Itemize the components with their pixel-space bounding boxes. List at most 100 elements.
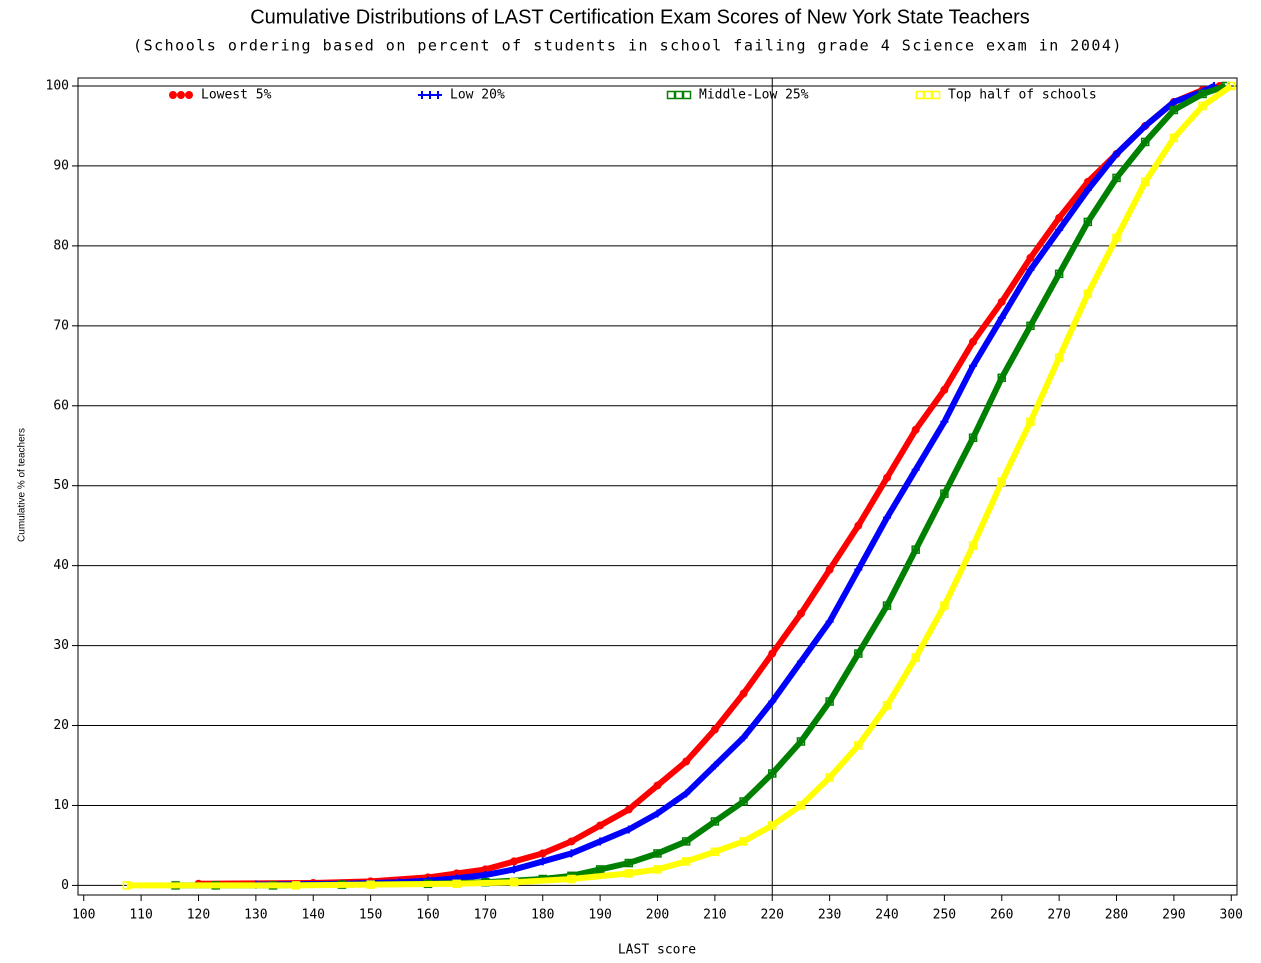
legend-label: Lowest 5% <box>201 88 272 103</box>
marker <box>768 821 777 830</box>
marker <box>1083 289 1093 299</box>
marker <box>940 601 949 610</box>
y-tick-label: 10 <box>53 798 69 813</box>
marker <box>825 565 834 574</box>
legend-marker <box>169 91 177 99</box>
marker <box>653 781 662 790</box>
x-tick-label: 260 <box>990 908 1013 923</box>
x-tick-label: 250 <box>933 908 956 923</box>
chart-subtitle: (Schools ordering based on percent of st… <box>133 37 1123 55</box>
marker <box>1026 321 1035 331</box>
marker <box>1054 269 1064 279</box>
x-tick-label: 180 <box>531 908 554 923</box>
y-tick-label: 50 <box>53 478 69 493</box>
marker <box>768 697 777 706</box>
marker <box>567 849 576 858</box>
marker <box>1169 105 1179 115</box>
marker <box>997 373 1007 383</box>
marker <box>796 609 805 618</box>
marker <box>1026 417 1035 426</box>
marker <box>1083 217 1093 227</box>
y-tick-label: 0 <box>61 878 69 893</box>
marker <box>624 869 634 878</box>
marker <box>1054 353 1064 363</box>
marker <box>825 697 834 706</box>
marker <box>883 473 892 482</box>
marker <box>509 877 519 887</box>
x-tick-label: 100 <box>72 908 95 923</box>
y-tick-label: 40 <box>53 558 69 573</box>
marker <box>624 805 633 814</box>
marker <box>997 313 1006 322</box>
marker <box>681 837 691 846</box>
marker <box>854 649 863 658</box>
marker <box>854 565 863 574</box>
marker <box>1112 173 1121 183</box>
marker <box>682 757 691 766</box>
x-axis-label: LAST score <box>618 943 696 958</box>
marker <box>882 701 892 710</box>
marker <box>538 849 547 858</box>
marker <box>1026 265 1035 274</box>
legend-marker <box>931 90 941 100</box>
marker <box>510 865 519 874</box>
series-line <box>126 83 1233 889</box>
marker <box>1169 133 1179 143</box>
y-axis-label: Cumulative % of teachers <box>17 428 28 542</box>
legend-marker <box>177 91 185 99</box>
marker <box>291 881 301 890</box>
marker <box>1140 137 1150 147</box>
y-tick-label: 100 <box>46 78 69 93</box>
marker <box>796 801 806 810</box>
marker <box>1026 253 1035 262</box>
y-tick-label: 20 <box>53 718 69 733</box>
marker <box>710 817 720 826</box>
marker <box>854 521 863 530</box>
series-line <box>198 83 1221 887</box>
x-tick-label: 170 <box>474 908 497 923</box>
legend-marker <box>682 90 692 100</box>
x-tick-label: 110 <box>129 908 152 923</box>
marker <box>911 465 920 474</box>
marker <box>567 874 576 884</box>
marker <box>1140 177 1150 187</box>
marker <box>1112 233 1121 243</box>
marker <box>1141 121 1150 130</box>
legend-label: Middle-Low 25% <box>699 88 809 103</box>
marker <box>122 881 132 890</box>
marker <box>739 837 748 846</box>
x-tick-label: 300 <box>1220 908 1243 923</box>
marker <box>940 489 949 498</box>
marker <box>1169 97 1178 106</box>
y-tick-label: 30 <box>53 638 69 653</box>
x-tick-label: 230 <box>818 908 841 923</box>
chart-title: Cumulative Distributions of LAST Certifi… <box>250 6 1030 28</box>
marker <box>595 865 605 874</box>
x-tick-label: 210 <box>703 908 726 923</box>
marker <box>567 837 576 846</box>
marker <box>1227 81 1236 91</box>
marker <box>510 857 519 866</box>
marker <box>681 857 691 866</box>
marker <box>911 425 920 434</box>
x-tick-label: 190 <box>588 908 611 923</box>
marker <box>825 773 834 782</box>
marker <box>481 871 490 880</box>
y-tick-label: 70 <box>53 318 69 333</box>
legend-marker <box>185 91 193 99</box>
marker <box>911 545 920 554</box>
marker <box>653 809 662 818</box>
marker <box>825 617 834 626</box>
legend-label: Top half of schools <box>948 88 1097 103</box>
marker <box>624 825 633 834</box>
x-tick-label: 130 <box>244 908 267 923</box>
x-tick-label: 290 <box>1162 908 1185 923</box>
x-tick-label: 270 <box>1047 908 1070 923</box>
x-tick-label: 140 <box>302 908 325 923</box>
marker <box>1112 149 1121 158</box>
marker <box>452 879 461 889</box>
legend-marker <box>923 90 933 100</box>
x-tick-label: 220 <box>761 908 784 923</box>
